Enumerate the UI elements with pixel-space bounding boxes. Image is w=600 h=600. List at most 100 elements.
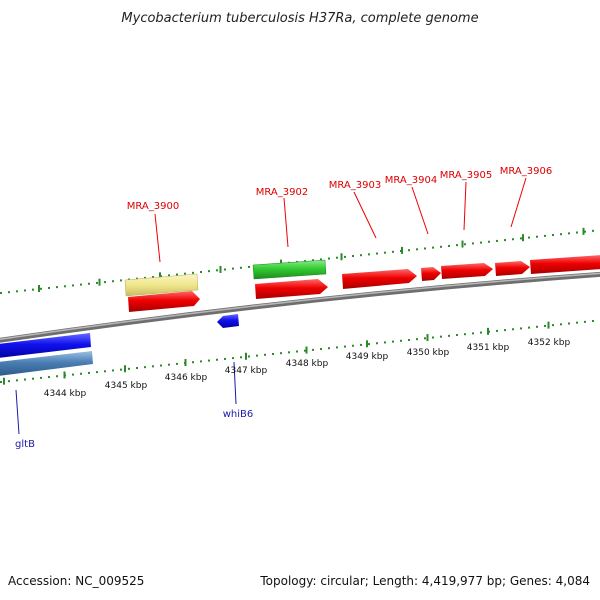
scale-dot: [8, 291, 10, 294]
scale-dot: [344, 255, 346, 258]
gene-mra-3900-rna[interactable]: [124, 273, 199, 297]
label-leaders: [15, 177, 527, 435]
topology-summary-text: Topology: circular; Length: 4,419,977 bp…: [259, 574, 590, 588]
scale-dot: [192, 271, 194, 274]
scale-dot: [104, 281, 106, 284]
scale-dot: [392, 250, 394, 253]
scale-dot: [128, 367, 130, 370]
gene-label-whib6[interactable]: whiB6: [223, 409, 254, 420]
scale-dot: [112, 280, 114, 283]
gene-label-mra-3905[interactable]: MRA_3905: [440, 170, 492, 181]
scale-dot: [120, 368, 122, 371]
scale-dot: [304, 260, 306, 263]
gene-label-mra-3906[interactable]: MRA_3906: [500, 166, 552, 177]
scale-dot: [472, 242, 474, 245]
scale-dot: [240, 266, 242, 269]
scale-dot: [376, 342, 378, 345]
scale-dot: [192, 361, 194, 364]
scale-dot: [0, 292, 2, 294]
gene-whib6[interactable]: [217, 314, 239, 328]
scale-dot: [152, 365, 154, 368]
scale-dot: [576, 231, 578, 234]
scale-dot: [416, 248, 418, 251]
gene-label-mra-3902[interactable]: MRA_3902: [256, 187, 308, 198]
scale-dot: [408, 249, 410, 252]
scale-dot: [64, 285, 66, 288]
gene-mra-3905[interactable]: [441, 263, 493, 279]
scale-dot: [224, 268, 226, 271]
gene-label-gltb[interactable]: gltB: [15, 439, 35, 450]
scale-dot: [208, 270, 210, 273]
scale-dot: [480, 241, 482, 244]
scale-dot: [208, 359, 210, 362]
scale-dot: [160, 364, 162, 367]
scale-dot: [352, 344, 354, 347]
scale-dot: [488, 240, 490, 243]
scale-dot: [528, 326, 530, 329]
gene-mra-3902[interactable]: [255, 279, 328, 299]
scale-dot: [520, 327, 522, 330]
scale-dot: [232, 357, 234, 360]
scale-dot: [80, 283, 82, 286]
scale-major-tick: [159, 272, 161, 280]
scale-label: 4352 kbp: [528, 338, 571, 348]
scale-dot: [456, 244, 458, 247]
scale-dot: [424, 337, 426, 340]
map-title: Mycobacterium tuberculosis H37Ra, comple…: [121, 11, 478, 26]
scale-dot: [480, 331, 482, 334]
scale-dot: [224, 357, 226, 360]
scale-dot: [40, 376, 42, 379]
gene-mra-3903[interactable]: [342, 269, 417, 289]
scale-dot: [24, 289, 26, 292]
scale-dot: [272, 352, 274, 355]
scale-dot: [352, 255, 354, 258]
scale-major-tick: [305, 346, 308, 354]
scale-dot: [320, 258, 322, 261]
scale-dot: [512, 238, 514, 241]
scale-label: 4350 kbp: [407, 348, 450, 358]
scale-dot: [136, 277, 138, 280]
scale-major-tick: [487, 327, 489, 335]
scale-label: 4346 kbp: [165, 373, 208, 383]
scale-dot: [496, 239, 498, 242]
gene-gltb[interactable]: [0, 333, 91, 358]
gene-next-forward[interactable]: [530, 255, 600, 274]
scale-major-tick: [219, 265, 222, 273]
scale-dot: [592, 229, 594, 232]
gene-label-mra-3900[interactable]: MRA_3900: [127, 201, 179, 212]
gene-mra-3904[interactable]: [421, 267, 441, 281]
scale-dot: [360, 343, 362, 346]
scale-dot: [232, 267, 234, 270]
scale-dot: [400, 339, 402, 342]
gene-labels: MRA_3900 MRA_3902 MRA_3903 MRA_3904 MRA_…: [15, 166, 552, 450]
gene-label-mra-3904[interactable]: MRA_3904: [385, 175, 437, 186]
scale-dot: [88, 371, 90, 374]
gene-mra-3900[interactable]: [128, 291, 200, 312]
scale-dot: [8, 380, 10, 383]
gene-mra-3902-rna[interactable]: [252, 259, 327, 280]
gene-label-mra-3903[interactable]: MRA_3903: [329, 180, 381, 191]
scale-dot: [296, 350, 298, 353]
scale-dot: [544, 234, 546, 237]
scale-dot: [440, 335, 442, 338]
scale-dot: [200, 271, 202, 273]
scale-dot: [560, 233, 562, 236]
scale-dot: [248, 355, 250, 358]
scale-major-tick: [522, 234, 524, 242]
scale-dot: [80, 372, 82, 375]
scale-dot: [56, 375, 58, 378]
scale-major-tick: [582, 227, 585, 235]
scale-major-tick: [547, 321, 550, 329]
gene-gltb-adjacent[interactable]: [0, 351, 93, 376]
scale-dot: [576, 321, 578, 324]
scale-dot: [384, 341, 386, 344]
scale-dot: [144, 276, 146, 279]
scale-dot: [200, 360, 202, 363]
scale-dot: [240, 356, 242, 359]
scale-dot: [120, 279, 122, 282]
scale-dot: [408, 338, 410, 341]
gene-mra-3906[interactable]: [495, 261, 530, 276]
scale-dot: [528, 236, 530, 239]
scale-dot: [328, 347, 330, 350]
